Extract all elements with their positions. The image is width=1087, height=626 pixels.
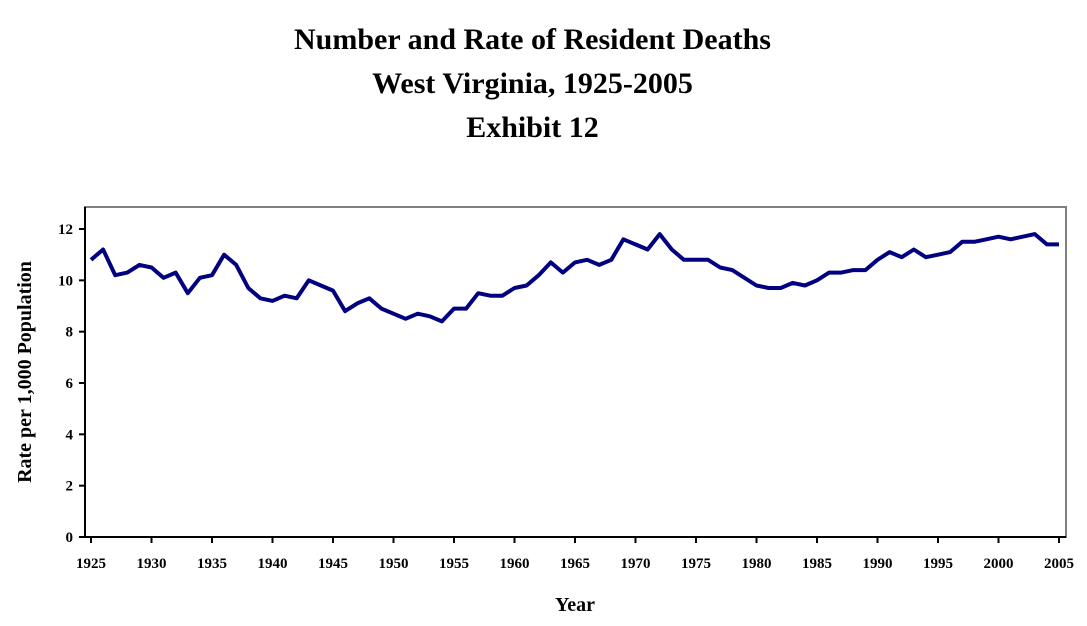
x-tick-label: 1925 — [76, 556, 106, 572]
x-tick-label: 1980 — [742, 556, 772, 572]
chart-title-line-3: Exhibit 12 — [466, 111, 599, 144]
x-tick-label: 2005 — [1044, 556, 1074, 572]
x-tick-label: 1965 — [560, 556, 590, 572]
x-tick-label: 1995 — [923, 556, 953, 572]
x-tick-label: 1990 — [863, 556, 893, 572]
x-axis-ticks: 1925 1930 1935 1940 1945 1950 1955 1960 1965 1970… — [76, 537, 1074, 572]
x-tick-label: 1955 — [439, 556, 469, 572]
y-axis-title: Rate per 1,000 Population — [14, 261, 36, 483]
y-tick-label: 8 — [66, 325, 74, 341]
x-tick-label: 1935 — [197, 556, 227, 572]
chart-title: Number and Rate of Resident Deaths West … — [0, 18, 1065, 150]
y-tick-label: 12 — [58, 222, 73, 238]
y-tick-label: 4 — [66, 427, 74, 443]
y-tick-label: 2 — [66, 479, 74, 495]
x-tick-label: 1945 — [318, 556, 348, 572]
x-axis-title: Year — [555, 594, 595, 616]
series-line-death-rate — [89, 232, 1059, 324]
y-tick-label: 6 — [66, 376, 74, 392]
x-tick-label: 1950 — [379, 556, 409, 572]
x-tick-label: 1970 — [621, 556, 651, 572]
y-tick-label: 0 — [66, 530, 74, 546]
y-axis-ticks: 0 2 4 6 8 10 12 — [58, 222, 85, 546]
x-tick-label: 1960 — [500, 556, 530, 572]
x-tick-label: 1975 — [681, 556, 711, 572]
series-layer — [89, 232, 1059, 324]
x-tick-label: 1985 — [802, 556, 832, 572]
y-tick-label: 10 — [58, 273, 73, 289]
x-tick-label: 1940 — [258, 556, 288, 572]
plot-area-frame — [84, 206, 1067, 538]
chart-title-line-1: Number and Rate of Resident Deaths — [294, 23, 771, 56]
x-tick-label: 2000 — [984, 556, 1014, 572]
x-tick-label: 1930 — [137, 556, 167, 572]
chart-title-line-2: West Virginia, 1925-2005 — [372, 67, 693, 100]
